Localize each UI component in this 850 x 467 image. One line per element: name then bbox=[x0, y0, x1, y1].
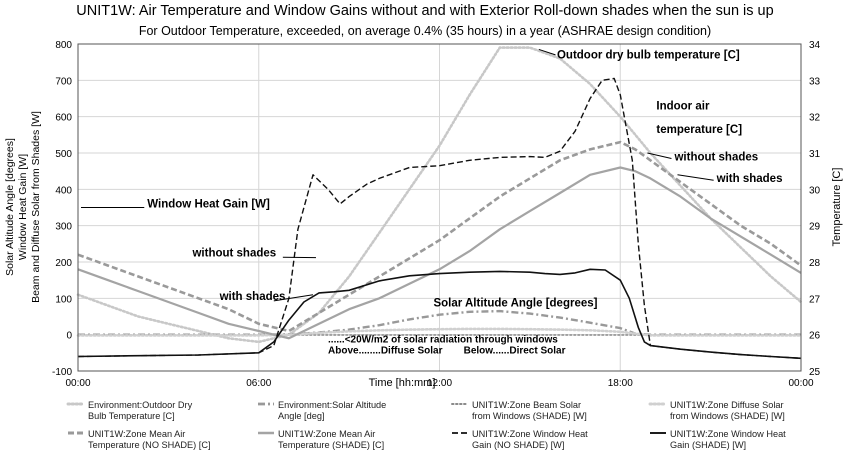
y-tick-right: 33 bbox=[809, 76, 821, 87]
annotation-with-shades: with shades bbox=[219, 291, 286, 303]
legend-label-6: UNIT1W:Zone Mean Air Temperature (SHADE) … bbox=[278, 429, 384, 450]
x-tick: 00:00 bbox=[788, 378, 813, 389]
plot-frame bbox=[77, 43, 802, 372]
y-axis-label-left-3: Beam and Diffuse Solar from Shades [W] bbox=[30, 111, 42, 303]
y-axis-label-left-2: Window Heat Gain [W] bbox=[17, 154, 29, 260]
annotation-leader bbox=[538, 48, 556, 56]
x-axis-label: Time [hh:mm] bbox=[369, 377, 436, 389]
x-tick: 12:00 bbox=[427, 378, 452, 389]
y-tick-right: 34 bbox=[809, 40, 821, 51]
series-line-7 bbox=[77, 77, 802, 359]
legend-label-7: UNIT1W:Zone Window Heat Gain (NO SHADE) [… bbox=[472, 429, 588, 450]
y-axis-label-left-1: Solar Altitude Angle [degrees] bbox=[4, 138, 16, 276]
y-tick-right: 29 bbox=[809, 222, 821, 233]
chart-subtitle: For Outdoor Temperature, exceeded, on av… bbox=[139, 24, 711, 38]
y-tick-left: 200 bbox=[55, 258, 72, 269]
legend-label-5: UNIT1W:Zone Mean Air Temperature (NO SHAD… bbox=[88, 429, 211, 450]
series-line-1 bbox=[76, 46, 803, 344]
x-tick: 18:00 bbox=[608, 378, 633, 389]
legend-label-1: Environment:Outdoor Dry Bulb Temperature … bbox=[88, 400, 193, 421]
y-tick-left: 500 bbox=[55, 149, 72, 160]
y-tick-left: 0 bbox=[66, 331, 72, 342]
y-axis-label-right: Temperature [C] bbox=[831, 168, 843, 247]
legend-label-8: UNIT1W:Zone Window Heat Gain (SHADE) [W] bbox=[670, 429, 786, 450]
y-tick-left: 700 bbox=[55, 76, 72, 87]
x-tick: 00:00 bbox=[65, 378, 90, 389]
series-line-4 bbox=[76, 327, 803, 337]
y-tick-left: -100 bbox=[52, 367, 72, 378]
annotation-leader bbox=[677, 174, 714, 181]
legend: Environment:Outdoor Dry Bulb Temperature … bbox=[66, 400, 786, 450]
y-tick-left: 400 bbox=[55, 185, 72, 196]
series-layer bbox=[76, 46, 803, 360]
series-line-6 bbox=[77, 166, 802, 340]
y-tick-left: 800 bbox=[55, 40, 72, 51]
y-tick-right: 31 bbox=[809, 149, 821, 160]
annotations: Outdoor dry bulb temperature [C] Indoor a… bbox=[81, 48, 783, 357]
annotation-indoor-air: Indoor air bbox=[656, 100, 710, 112]
y-tick-left: 600 bbox=[55, 113, 72, 124]
x-tick: 06:00 bbox=[246, 378, 271, 389]
annotation-without-shades: without shades bbox=[673, 151, 758, 163]
legend-label-3: UNIT1W:Zone Beam Solar from Windows (SHAD… bbox=[472, 400, 587, 421]
chart-title: UNIT1W: Air Temperature and Window Gains… bbox=[76, 3, 773, 19]
annotation-outdoor-dry-bulb-temperature-c: Outdoor dry bulb temperature [C] bbox=[557, 50, 740, 62]
y-tick-right: 27 bbox=[809, 294, 821, 305]
annotation-with-shades: with shades bbox=[716, 173, 783, 185]
y-tick-right: 28 bbox=[809, 258, 821, 269]
y-tick-left: 100 bbox=[55, 294, 72, 305]
y-tick-right: 32 bbox=[809, 113, 821, 124]
y-tick-right: 25 bbox=[809, 367, 821, 378]
legend-label-4: UNIT1W:Zone Diffuse Solar from Windows (S… bbox=[670, 400, 785, 421]
legend-label-2: Environment:Solar Altitude Angle [deg] bbox=[278, 400, 386, 421]
annotation-leader bbox=[647, 152, 672, 159]
series-line-5 bbox=[77, 140, 802, 333]
y-tick-left: 300 bbox=[55, 222, 72, 233]
annotation-window-heat-gain-w: Window Heat Gain [W] bbox=[147, 199, 270, 211]
annotation-below-direct-solar: Below......Direct Solar bbox=[464, 346, 566, 357]
y-tick-right: 30 bbox=[809, 185, 821, 196]
annotation-without-shades: without shades bbox=[191, 248, 276, 260]
annotation-temperature-c: temperature [C] bbox=[656, 124, 742, 136]
annotation-above-diffuse-solar: Above........Diffuse Solar bbox=[328, 346, 443, 357]
y-tick-right: 26 bbox=[809, 331, 821, 342]
series-line-8 bbox=[77, 268, 802, 360]
annotation-solar-altitude-angle-degrees: Solar Altitude Angle [degrees] bbox=[433, 297, 597, 309]
annotation-20w-m2-of-solar-radiation-through-windows: ......<20W/m2 of solar radiation through… bbox=[328, 335, 558, 346]
annotation-leader bbox=[273, 294, 314, 302]
tick-labels: -100 0 100 200 300 400 500 600 700 800 25 26 27 28 29 3… bbox=[52, 40, 821, 389]
